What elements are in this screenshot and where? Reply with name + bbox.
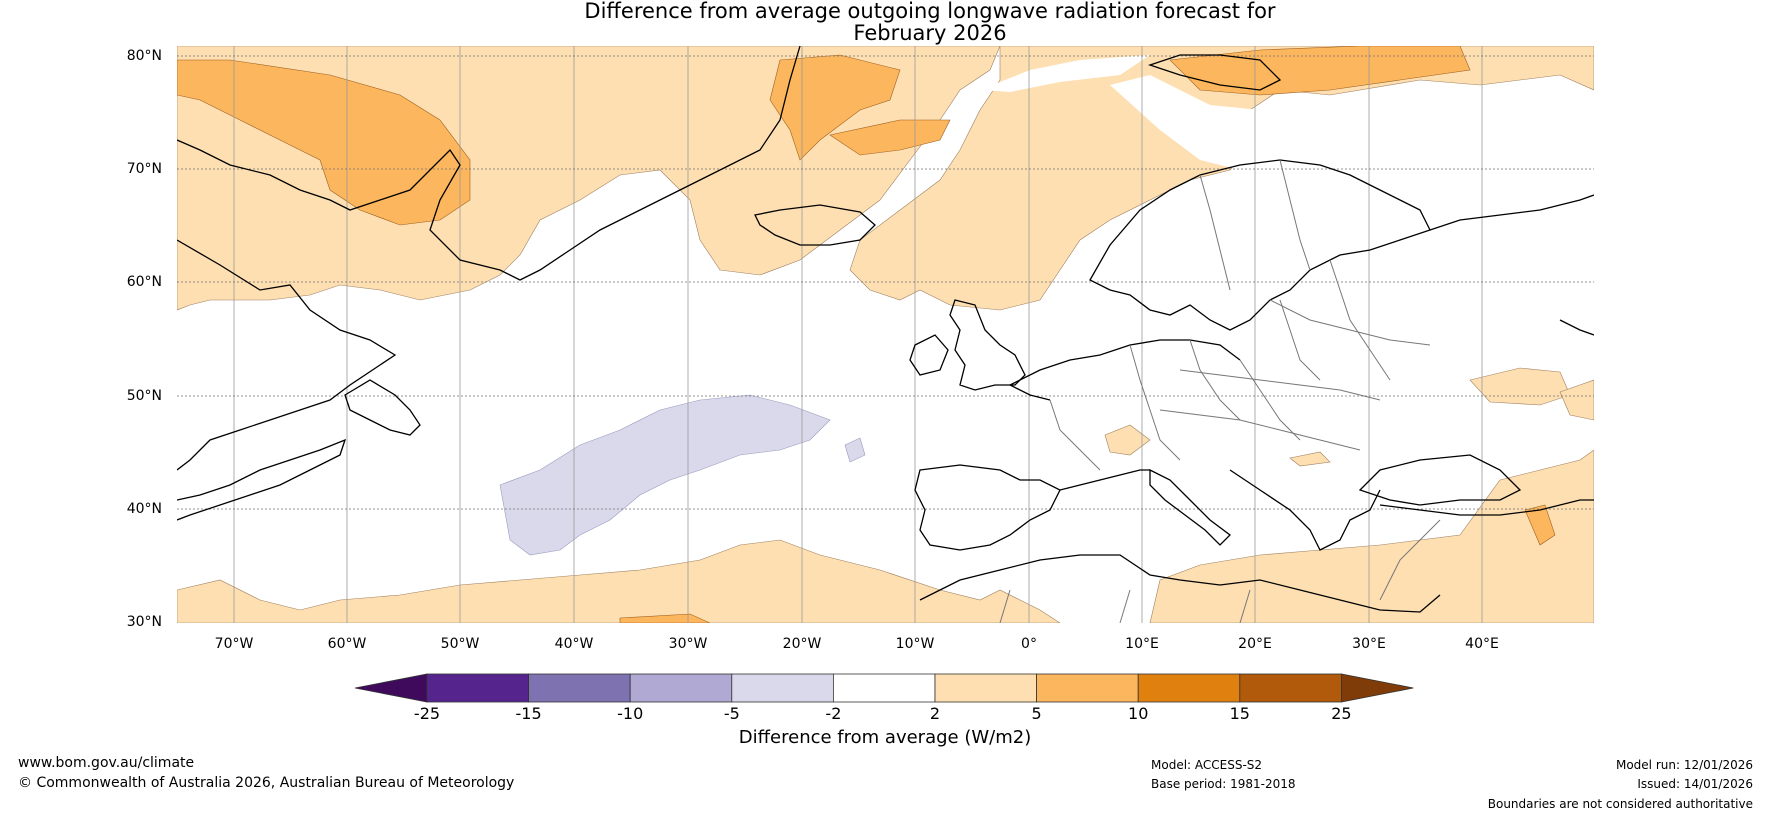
- footer-website[interactable]: www.bom.gov.au/climate: [18, 755, 195, 771]
- coastline-greenland: [177, 46, 801, 281]
- country-borders: [999, 159, 1441, 623]
- footer-disclaimer: Boundaries are not considered authoritat…: [1487, 797, 1753, 811]
- latitude-gridlines: [177, 55, 1594, 510]
- coastline-iberia: [914, 464, 1061, 551]
- coastline-turkey: [1379, 499, 1594, 516]
- footer-base-period: Base period: 1981-2018: [1151, 777, 1296, 791]
- colorbar-segment: [1137, 673, 1241, 703]
- colorbar-tick-label: -25: [413, 704, 441, 723]
- lon-label-50w: 50°W: [440, 636, 480, 652]
- coastline-ireland: [909, 334, 949, 376]
- colorbar-extension-high: [1341, 673, 1414, 703]
- anomaly-region-alps: [1104, 424, 1151, 456]
- anomaly-region-jan-mayen: [829, 119, 951, 156]
- colorbar-extension-low: [354, 673, 428, 703]
- anomaly-region-balkans: [1289, 451, 1331, 467]
- lon-label-20w: 20°W: [782, 636, 822, 652]
- coastline-caspian: [1559, 319, 1594, 336]
- lon-label-10e: 10°E: [1125, 636, 1159, 652]
- footer-model-run: Model run: 12/01/2026: [1615, 758, 1753, 772]
- lon-label-20e: 20°E: [1238, 636, 1272, 652]
- colorbar-tick-label: 25: [1331, 704, 1352, 723]
- anomaly-region-arctic-white: [980, 55, 1150, 92]
- colorbar-segment: [833, 673, 936, 703]
- lon-label-30e: 30°E: [1352, 636, 1386, 652]
- lat-label-40n: 40°N: [126, 501, 162, 517]
- coastline-iceland: [754, 204, 876, 246]
- lat-label-60n: 60°N: [126, 274, 162, 290]
- anomaly-region-norwegian-sea: [849, 46, 1594, 311]
- lon-label-10w: 10°W: [895, 636, 935, 652]
- colorbar-tick-label: 2: [929, 704, 941, 723]
- footer-issued: Issued: 14/01/2026: [1637, 777, 1753, 791]
- colorbar-tick-label: -5: [723, 704, 740, 723]
- anomaly-region-azores: [844, 437, 866, 463]
- coastline-europe-west: [1008, 339, 1241, 401]
- coastline-balkans: [1229, 469, 1381, 551]
- coastline-labrador: [177, 239, 397, 471]
- title-line-2: February 2026: [853, 21, 1007, 45]
- anomaly-region-greenland-strong: [177, 59, 471, 226]
- lon-label-40w: 40°W: [554, 636, 594, 652]
- colorbar-segment: [1239, 673, 1342, 703]
- coastlines: [177, 46, 1594, 613]
- lon-label-70w: 70°W: [214, 636, 254, 652]
- coastline-nova-scotia: [177, 438, 347, 521]
- lat-label-70n: 70°N: [126, 161, 162, 177]
- coastline-newfoundland: [344, 379, 421, 436]
- anomaly-region-north-africa: [619, 613, 711, 623]
- anomaly-region-denmark-strait: [769, 54, 901, 161]
- colorbar-segment: [1036, 673, 1139, 703]
- lat-label-50n: 50°N: [126, 388, 162, 404]
- colorbar-segment: [731, 673, 834, 703]
- coastline-italy: [1149, 468, 1231, 546]
- footer-copyright: © Commonwealth of Australia 2026, Austra…: [18, 775, 515, 791]
- colorbar-tick-label: -10: [617, 704, 644, 723]
- colorbar-segment: [934, 673, 1037, 703]
- colorbar-tick-label: -2: [825, 704, 842, 723]
- colorbar-segment: [528, 673, 631, 703]
- lon-label-0: 0°: [1021, 636, 1037, 652]
- coastline-north-africa: [919, 554, 1441, 613]
- coastline-scandinavia: [1089, 159, 1431, 331]
- colorbar-title: Difference from average (W/m2): [738, 727, 1032, 748]
- lat-label-30n: 30°N: [126, 614, 162, 630]
- coastline-black-sea: [1358, 454, 1522, 506]
- coastline-france-med: [1059, 469, 1150, 491]
- anomaly-region-east: [1559, 379, 1594, 421]
- coastline-russia-north: [1429, 194, 1594, 231]
- anomaly-region-turkey: [1524, 504, 1556, 546]
- colorbar-tick-label: 5: [1031, 704, 1042, 723]
- coastline-britain: [949, 299, 1026, 391]
- lon-label-40e: 40°E: [1465, 636, 1499, 652]
- lon-label-30w: 30°W: [668, 636, 708, 652]
- colorbar-tick-label: 10: [1128, 704, 1149, 723]
- colorbar-tick-label: 15: [1229, 704, 1250, 723]
- lon-label-60w: 60°W: [327, 636, 367, 652]
- coastline-svalbard: [1147, 54, 1282, 91]
- anomaly-region-mid-atlantic: [499, 394, 831, 556]
- title-line-1: Difference from average outgoing longwav…: [584, 0, 1276, 23]
- map-canvas: [177, 46, 1594, 623]
- anomaly-region-barents-white: [1110, 75, 1594, 230]
- colorbar-segment: [426, 673, 529, 703]
- colorbar-tick-label: -15: [515, 704, 542, 723]
- footer-model: Model: ACCESS-S2: [1151, 758, 1263, 772]
- anomaly-region-iberia-africa: [177, 539, 1061, 623]
- lat-label-80n: 80°N: [126, 48, 162, 64]
- colorbar-segment: [629, 673, 733, 703]
